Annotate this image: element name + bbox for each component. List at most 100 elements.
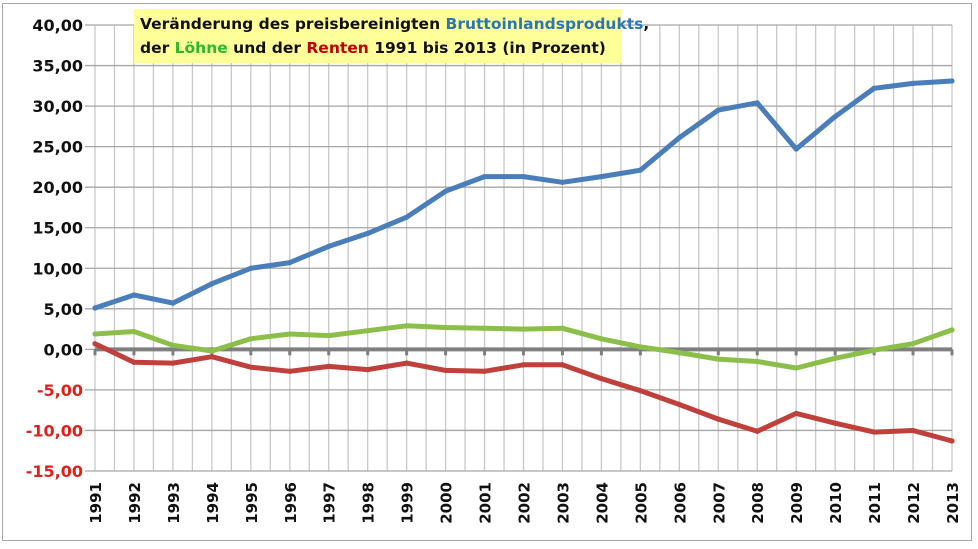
data-point-renten — [170, 360, 176, 366]
y-tick-label: 35,00 — [32, 57, 83, 76]
y-tick-label: 5,00 — [44, 300, 83, 319]
gridlines — [85, 24, 953, 472]
data-point-renten — [131, 359, 137, 365]
x-axis-tick-labels: 1991 1992 1993 1994 1995 1996 1997 1998 1999 2000… — [87, 482, 962, 524]
data-point-renten — [637, 388, 643, 394]
y-tick-label: -15,00 — [26, 462, 83, 481]
title-line-2: der Löhne und der Renten 1991 bis 2013 (… — [140, 36, 616, 60]
data-point-renten — [326, 363, 332, 369]
series-lines — [92, 78, 955, 444]
x-tick-label: 1995 — [243, 482, 261, 524]
data-point-l-hne — [404, 323, 410, 329]
x-tick-label: 2007 — [710, 482, 728, 524]
title-text: der — [140, 39, 175, 57]
y-tick-label: 15,00 — [32, 219, 83, 238]
data-point-renten — [248, 364, 254, 370]
title-text: und der — [227, 39, 307, 57]
data-point-renten — [365, 367, 371, 373]
data-point-renten — [715, 416, 721, 422]
y-tick-label: 10,00 — [32, 259, 83, 278]
data-point-renten — [754, 428, 760, 434]
data-point-bruttoinlandsprodukt — [598, 174, 605, 180]
data-point-renten — [676, 401, 682, 408]
data-point-l-hne — [754, 358, 760, 365]
data-point-bruttoinlandsprodukt — [754, 100, 760, 106]
data-point-l-hne — [248, 336, 254, 342]
data-point-bruttoinlandsprodukt — [287, 259, 293, 266]
data-point-bruttoinlandsprodukt — [326, 243, 332, 249]
x-tick-label: 1997 — [321, 482, 339, 524]
data-point-renten — [871, 429, 877, 435]
x-tick-label: 2001 — [477, 482, 495, 524]
data-point-l-hne — [676, 350, 682, 356]
data-point-l-hne — [287, 331, 293, 337]
x-tick-label: 1993 — [165, 482, 183, 524]
y-tick-label: 20,00 — [32, 178, 83, 197]
data-point-bruttoinlandsprodukt — [365, 230, 371, 237]
data-point-bruttoinlandsprodukt — [481, 174, 488, 180]
data-point-l-hne — [442, 324, 449, 331]
data-point-renten — [404, 360, 410, 366]
title-line-1: Veränderung des preisbereinigten Bruttoi… — [140, 12, 649, 36]
title-text: 1991 bis 2013 (in Prozent) — [368, 39, 606, 57]
data-point-renten — [598, 375, 605, 382]
y-tick-label: 0,00 — [44, 340, 83, 359]
data-point-l-hne — [520, 326, 527, 332]
data-point-renten — [910, 427, 916, 434]
y-tick-label: -5,00 — [37, 381, 83, 400]
y-axis-tick-labels: 40,00 35,00 30,00 25,00 20,00 15,00 10,00 5,00 0… — [26, 16, 83, 481]
x-tick-label: 1992 — [126, 482, 144, 524]
data-point-bruttoinlandsprodukt — [92, 305, 98, 311]
data-point-bruttoinlandsprodukt — [559, 179, 566, 185]
data-point-renten — [209, 354, 215, 360]
data-point-bruttoinlandsprodukt — [131, 292, 137, 298]
data-point-bruttoinlandsprodukt — [442, 188, 449, 194]
x-tick-label: 2009 — [788, 482, 806, 524]
x-tick-label: 2010 — [827, 482, 845, 524]
x-tick-label: 1999 — [399, 482, 417, 524]
y-tick-label: -10,00 — [26, 421, 83, 440]
x-tick-label: 2005 — [632, 482, 650, 524]
zero-axis — [93, 347, 954, 356]
x-tick-label: 2006 — [671, 482, 689, 524]
data-point-l-hne — [832, 355, 838, 361]
chart-title: Veränderung des preisbereinigten Bruttoi… — [134, 9, 649, 63]
data-point-l-hne — [871, 347, 877, 353]
data-point-bruttoinlandsprodukt — [910, 80, 916, 86]
data-point-l-hne — [170, 342, 176, 348]
data-point-l-hne — [326, 332, 332, 339]
data-point-l-hne — [715, 356, 721, 362]
data-point-renten — [287, 368, 293, 374]
data-point-l-hne — [637, 344, 643, 350]
data-point-l-hne — [131, 328, 137, 335]
data-point-l-hne — [598, 336, 605, 342]
x-tick-label: 1998 — [360, 482, 378, 524]
data-point-l-hne — [481, 325, 488, 331]
data-point-l-hne — [910, 341, 916, 347]
data-point-bruttoinlandsprodukt — [170, 300, 176, 306]
data-point-l-hne — [92, 331, 98, 337]
y-tick-label: 25,00 — [32, 138, 83, 157]
x-tick-label: 2011 — [866, 482, 884, 524]
data-point-renten — [559, 362, 566, 368]
x-tick-label: 1991 — [87, 482, 105, 524]
y-tick-label: 40,00 — [32, 16, 83, 35]
data-point-renten — [442, 367, 449, 374]
y-tick-label: 30,00 — [32, 97, 83, 116]
chart-frame — [2, 3, 972, 541]
data-point-bruttoinlandsprodukt — [832, 114, 838, 120]
data-point-bruttoinlandsprodukt — [404, 214, 410, 220]
x-tick-label: 2012 — [905, 482, 923, 524]
data-point-l-hne — [949, 327, 955, 333]
data-point-renten — [92, 341, 98, 347]
x-tick-label: 2003 — [554, 482, 572, 524]
data-point-bruttoinlandsprodukt — [949, 78, 955, 84]
x-tick-label: 1994 — [204, 482, 222, 524]
title-gdp: Bruttoinlandsprodukts — [445, 15, 644, 33]
data-point-bruttoinlandsprodukt — [209, 281, 215, 287]
data-point-bruttoinlandsprodukt — [637, 167, 643, 173]
data-point-bruttoinlandsprodukt — [871, 85, 877, 91]
title-pensions: Renten — [306, 39, 369, 57]
data-point-bruttoinlandsprodukt — [715, 107, 721, 113]
